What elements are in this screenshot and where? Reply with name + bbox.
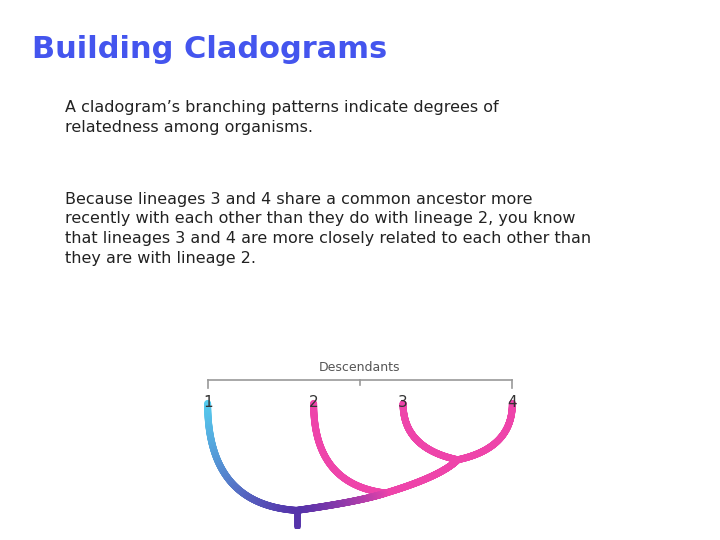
Text: 2: 2 xyxy=(309,395,318,410)
Text: Descendants: Descendants xyxy=(319,361,401,374)
Text: Because lineages 3 and 4 share a common ancestor more
recently with each other t: Because lineages 3 and 4 share a common … xyxy=(65,192,591,266)
Text: 4: 4 xyxy=(508,395,517,410)
Text: 3: 3 xyxy=(398,395,408,410)
Text: Building Cladograms: Building Cladograms xyxy=(32,35,387,64)
Text: 1: 1 xyxy=(203,395,212,410)
Text: A cladogram’s branching patterns indicate degrees of
relatedness among organisms: A cladogram’s branching patterns indicat… xyxy=(65,100,498,134)
